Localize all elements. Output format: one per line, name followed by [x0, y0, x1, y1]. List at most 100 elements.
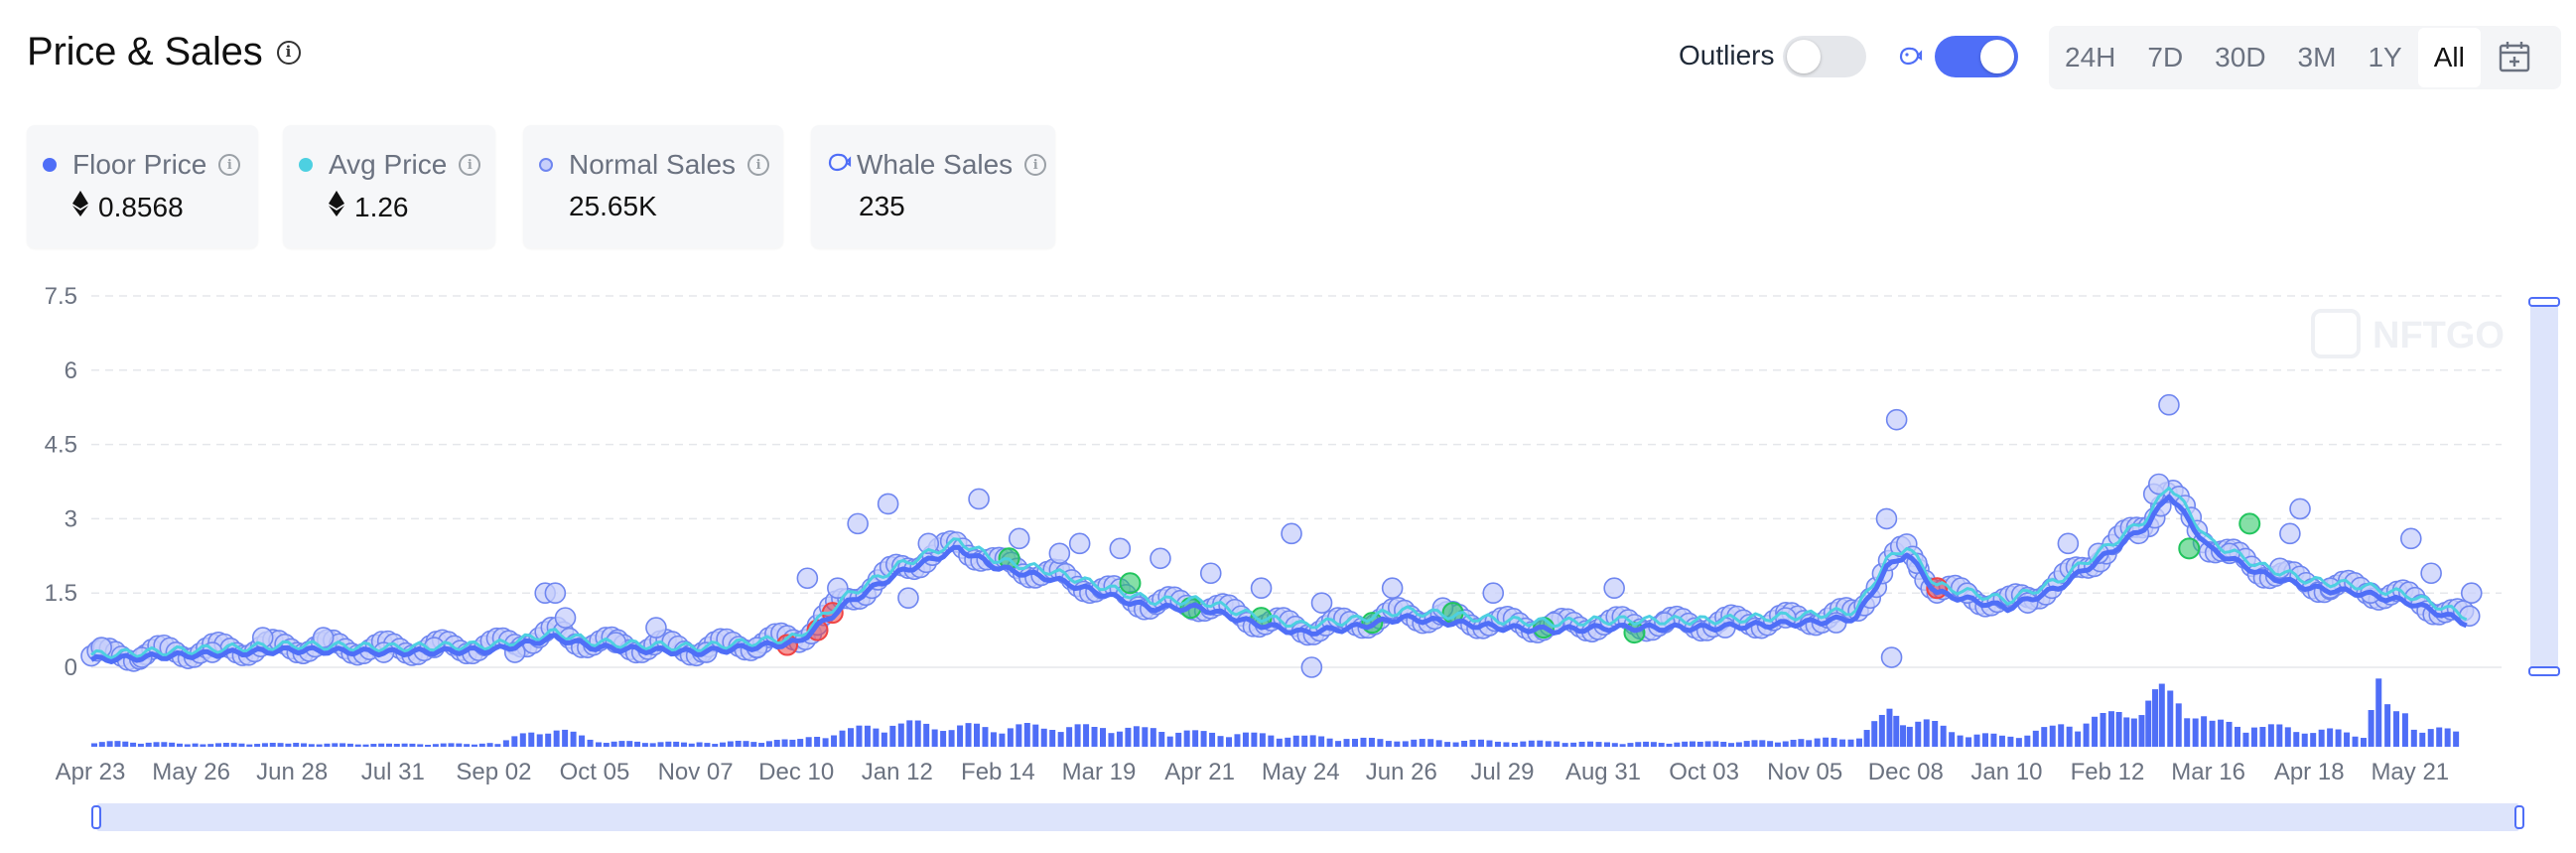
volume-bar	[161, 742, 168, 747]
volume-bar	[2259, 727, 2266, 747]
volume-bar	[1915, 721, 1922, 747]
tab-1y[interactable]: 1Y	[2368, 42, 2402, 72]
normal-sale-point	[877, 493, 899, 515]
volume-bar	[2092, 716, 2099, 747]
volume-bar	[1385, 741, 1392, 747]
normal-sale-point	[2400, 527, 2422, 550]
tab-30d[interactable]: 30D	[2215, 42, 2266, 72]
normal-sale-point	[1048, 542, 1071, 565]
volume-bar	[2419, 732, 2426, 747]
volume-bar	[2235, 726, 2240, 747]
outliers-toggle[interactable]	[1783, 36, 1866, 77]
volume-bar	[169, 742, 176, 747]
normal-sale-point	[2057, 532, 2080, 555]
volume-bar	[1023, 723, 1030, 747]
volume-bar	[2226, 721, 2233, 747]
whale-sale-point	[2238, 512, 2261, 535]
volume-bar	[192, 743, 199, 747]
volume-bar	[145, 742, 152, 747]
volume-bar	[1545, 741, 1552, 747]
volume-bar	[1100, 728, 1106, 747]
volume-bar	[316, 744, 323, 747]
volume-bar	[2058, 724, 2065, 747]
volume-bar	[906, 720, 913, 747]
volume-bar	[1798, 739, 1805, 747]
volume-bar	[1878, 714, 1885, 747]
floor-price-line	[89, 494, 2468, 664]
volume-bar	[2250, 727, 2257, 747]
watermark-logo	[2311, 309, 2361, 358]
volume-bar	[704, 743, 711, 747]
tab-7d[interactable]: 7D	[2147, 42, 2184, 72]
x-tick-label: Apr 18	[2274, 759, 2345, 785]
volume-bar	[1520, 741, 1527, 747]
volume-bar	[974, 723, 980, 747]
normal-sales-legend-ring	[539, 158, 553, 172]
volume-bar	[897, 723, 904, 747]
y-tick-label: 1.5	[45, 580, 77, 607]
stat-label: Normal Sales	[569, 149, 737, 180]
volume-bar	[106, 741, 113, 747]
tab-3m[interactable]: 3M	[2297, 42, 2337, 72]
volume-bar	[1057, 732, 1064, 747]
normal-sale-point	[1603, 577, 1625, 600]
volume-bar	[2152, 689, 2159, 747]
volume-bar	[931, 729, 938, 747]
volume-bar	[478, 743, 485, 747]
stat-label: Floor Price	[72, 149, 207, 180]
volume-bar	[1578, 741, 1585, 747]
volume-bar	[1192, 730, 1199, 747]
normal-sale-point	[1880, 646, 1903, 668]
volume-bar	[417, 744, 424, 747]
normal-sale-point	[1885, 408, 1908, 431]
volume-bar	[269, 743, 276, 747]
x-tick-label: Oct 03	[1669, 759, 1739, 785]
normal-sale-point	[2289, 498, 2311, 520]
whale-sales-toggle[interactable]	[1935, 36, 2018, 77]
info-icon[interactable]: i	[747, 154, 770, 176]
volume-bar	[401, 743, 408, 747]
volume-bar	[1863, 730, 1870, 747]
volume-bar	[254, 744, 261, 747]
volume-bar	[1570, 742, 1577, 747]
volume-bar	[982, 727, 989, 747]
volume-bar	[285, 743, 292, 747]
volume-bar	[1696, 741, 1703, 747]
volume-bar	[1083, 724, 1090, 747]
volume-bar	[432, 744, 439, 747]
volume-bar	[1461, 741, 1468, 747]
info-icon[interactable]: i	[1024, 154, 1047, 176]
volume-bar	[2041, 727, 2048, 747]
volume-bar	[1932, 721, 1939, 747]
volume-bar	[2075, 731, 2082, 747]
volume-bar	[2123, 717, 2130, 747]
x-tick-label: Jun 26	[1366, 759, 1437, 785]
tab-24h[interactable]: 24H	[2065, 42, 2116, 72]
info-icon[interactable]: i	[218, 154, 241, 176]
volume-bar	[2130, 718, 2137, 747]
volume-bar	[1469, 739, 1476, 747]
volume-bar	[1682, 741, 1689, 747]
vertical-zoom-track	[2530, 302, 2558, 671]
volume-bar	[1528, 740, 1535, 747]
volume-bar	[425, 745, 432, 747]
volume-bar	[2318, 729, 2325, 747]
volume-bar	[2410, 729, 2417, 747]
volume-bar	[1587, 741, 1594, 747]
volume-bar	[1712, 741, 1719, 747]
volume-bar	[570, 731, 577, 747]
calendar-icon[interactable]	[2498, 40, 2531, 78]
tab-all[interactable]: All	[2417, 28, 2481, 87]
info-icon[interactable]: i	[276, 40, 301, 65]
volume-bar	[2242, 732, 2249, 747]
volume-bar	[2158, 683, 2165, 747]
volume-bar	[2201, 716, 2208, 747]
volume-bar	[1032, 724, 1039, 747]
x-tick-label: Aug 31	[1565, 759, 1641, 785]
volume-bar	[1234, 734, 1241, 747]
volume-bar	[1871, 721, 1878, 747]
volume-bar	[822, 738, 829, 747]
volume-bar	[1343, 739, 1350, 747]
info-icon[interactable]: i	[459, 154, 481, 176]
x-tick-label: Feb 12	[2071, 759, 2145, 785]
